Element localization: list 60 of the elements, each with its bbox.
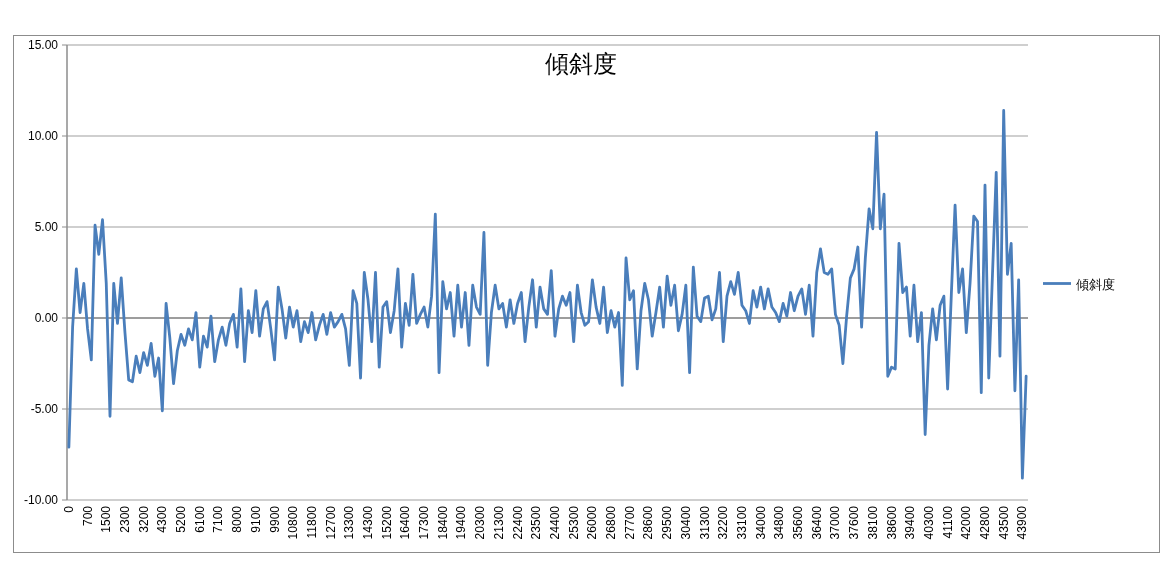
x-tick-label: 14300 — [361, 505, 376, 540]
x-tick-label: 36400 — [809, 505, 824, 540]
x-tick-label: 35600 — [791, 505, 806, 540]
x-tick-label: 3200 — [136, 505, 151, 533]
x-tick-label: 24400 — [547, 505, 562, 540]
x-tick-label: 7100 — [211, 505, 226, 533]
x-tick-label: 26000 — [585, 505, 600, 540]
x-tick-label: 9900 — [267, 505, 282, 533]
x-tick-label: 28600 — [641, 505, 656, 540]
y-tick-label: 5.00 — [34, 220, 59, 234]
x-tick-label: 27700 — [622, 505, 637, 540]
x-tick-label: 38100 — [865, 505, 880, 540]
x-tick-label: 6100 — [192, 505, 207, 533]
legend-label: 傾斜度 — [1076, 276, 1115, 292]
x-tick-label: 37600 — [847, 505, 862, 540]
x-tick-label: 42800 — [978, 505, 992, 540]
x-tick-label: 31300 — [697, 505, 712, 540]
x-tick-label: 19400 — [454, 505, 469, 540]
x-tick-label: 29500 — [660, 505, 675, 540]
x-tick-label: 17300 — [417, 505, 432, 540]
x-tick-label: 18400 — [435, 505, 450, 540]
x-tick-label: 43500 — [996, 505, 1011, 540]
y-tick-label: 0.00 — [34, 311, 59, 325]
x-tick-label: 40300 — [921, 505, 936, 540]
x-tick-label: 12700 — [323, 505, 338, 540]
x-tick-label: 26800 — [604, 505, 619, 540]
x-tick-label: 700 — [80, 505, 95, 527]
x-tick-label: 43900 — [1015, 505, 1030, 540]
x-tick-label: 10800 — [286, 505, 301, 540]
x-tick-label: 22400 — [510, 505, 525, 540]
x-tick-label: 32200 — [716, 505, 731, 540]
x-tick-label: 30400 — [678, 505, 693, 540]
x-tick-label: 0 — [61, 505, 76, 513]
x-tick-label: 8000 — [230, 505, 245, 533]
x-tick-label: 11800 — [304, 505, 319, 539]
x-tick-label: 34800 — [772, 505, 787, 540]
x-tick-label: 13300 — [342, 505, 357, 540]
x-tick-label: 9100 — [248, 505, 263, 533]
x-tick-label: 16400 — [398, 505, 413, 540]
x-tick-label: 21300 — [491, 505, 506, 540]
x-tick-label: 4300 — [155, 505, 170, 533]
x-tick-label: 1500 — [99, 505, 114, 533]
x-tick-label: 34000 — [753, 505, 768, 540]
x-tick-label: 33100 — [734, 505, 749, 540]
chart-title: 傾斜度 — [545, 50, 617, 77]
x-tick-label: 25300 — [566, 505, 581, 540]
y-tick-label: 15.00 — [27, 38, 59, 52]
x-tick-label: 38600 — [884, 505, 899, 540]
y-tick-label: -5.00 — [30, 402, 59, 416]
x-tick-label: 42000 — [959, 505, 974, 540]
x-tick-label: 41100 — [940, 505, 955, 539]
y-tick-label: 10.00 — [27, 129, 59, 143]
x-tick-label: 23500 — [529, 505, 544, 540]
x-tick-label: 5200 — [174, 505, 189, 533]
x-tick-label: 2300 — [117, 505, 132, 533]
x-tick-label: 20300 — [473, 505, 488, 540]
y-tick-label: -10.00 — [23, 493, 59, 507]
x-tick-label: 39400 — [903, 505, 918, 540]
x-tick-label: 37000 — [828, 505, 843, 540]
x-tick-label: 15200 — [379, 505, 394, 540]
